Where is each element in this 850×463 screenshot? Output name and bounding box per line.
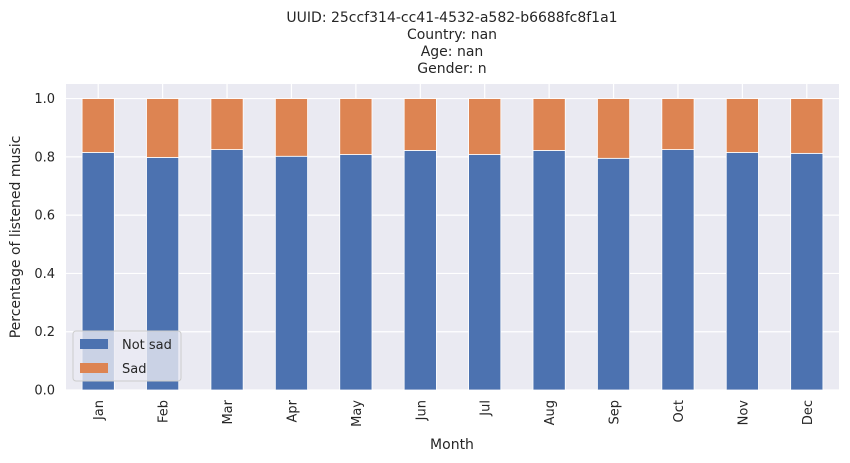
title-line-2: Country: nan xyxy=(407,27,497,43)
x-tick-label: Sep xyxy=(608,400,623,425)
bar-sad xyxy=(403,98,437,151)
y-tick-label: 0.6 xyxy=(34,209,55,224)
bar-sad xyxy=(146,98,180,158)
bar-not-sad xyxy=(725,152,759,391)
x-tick-label: Mar xyxy=(221,399,236,424)
x-tick-label: Jun xyxy=(414,400,429,421)
bar-not-sad xyxy=(274,155,308,391)
x-tick-label: Feb xyxy=(157,400,172,423)
x-tick-label: Dec xyxy=(801,400,816,425)
bar-sad xyxy=(274,98,308,157)
bar-sad xyxy=(210,98,244,150)
bar-sad xyxy=(81,98,115,153)
title-line-3: Age: nan xyxy=(421,44,484,60)
x-axis-label: Month xyxy=(430,437,474,453)
x-tick-label: Apr xyxy=(285,399,300,422)
bar-not-sad xyxy=(403,150,437,391)
legend-label-not-sad: Not sad xyxy=(122,338,172,353)
x-tick-label: May xyxy=(350,400,365,427)
bar-sad xyxy=(790,98,824,154)
bar-sad xyxy=(339,98,373,155)
y-tick-label: 0.2 xyxy=(34,325,55,340)
bars xyxy=(81,98,824,391)
legend-label-sad: Sad xyxy=(122,362,146,377)
bar-sad xyxy=(597,98,631,159)
bar-sad xyxy=(468,98,502,155)
x-tick-label: Jan xyxy=(92,400,107,421)
x-tick-label: Aug xyxy=(543,400,558,425)
x-axis-ticks: Jan Feb Mar Apr May Jun Jul Aug Sep Oct Nov Dec xyxy=(92,399,816,427)
y-tick-label: 0.8 xyxy=(34,150,55,165)
y-tick-label: 0.4 xyxy=(34,267,55,282)
legend-swatch-sad xyxy=(80,363,108,373)
bar-not-sad xyxy=(468,154,502,391)
y-tick-label: 1.0 xyxy=(34,92,55,107)
x-tick-label: Jul xyxy=(479,400,494,417)
legend: Not sad Sad xyxy=(72,330,182,382)
bar-sad xyxy=(532,98,566,151)
x-tick-label: Oct xyxy=(672,400,687,422)
title-line-1: UUID: 25ccf314-cc41-4532-a582-b6688fc8f1… xyxy=(286,10,617,26)
bar-sad xyxy=(725,98,759,153)
bar-not-sad xyxy=(790,152,824,391)
bar-sad xyxy=(661,98,695,150)
plot-area xyxy=(66,84,839,390)
legend-swatch-not-sad xyxy=(80,339,108,349)
y-axis-ticks: 0.0 0.2 0.4 0.6 0.8 1.0 xyxy=(34,92,55,398)
title-line-4: Gender: n xyxy=(417,61,486,77)
y-axis-label: Percentage of listened music xyxy=(8,136,24,339)
bar-not-sad xyxy=(597,157,631,391)
x-tick-label: Nov xyxy=(736,400,751,426)
y-tick-label: 0.0 xyxy=(34,384,55,399)
bar-not-sad xyxy=(661,149,695,391)
bar-not-sad xyxy=(210,149,244,391)
bar-not-sad xyxy=(532,150,566,391)
bar-not-sad xyxy=(339,154,373,391)
chart-title: UUID: 25ccf314-cc41-4532-a582-b6688fc8f1… xyxy=(286,10,617,77)
